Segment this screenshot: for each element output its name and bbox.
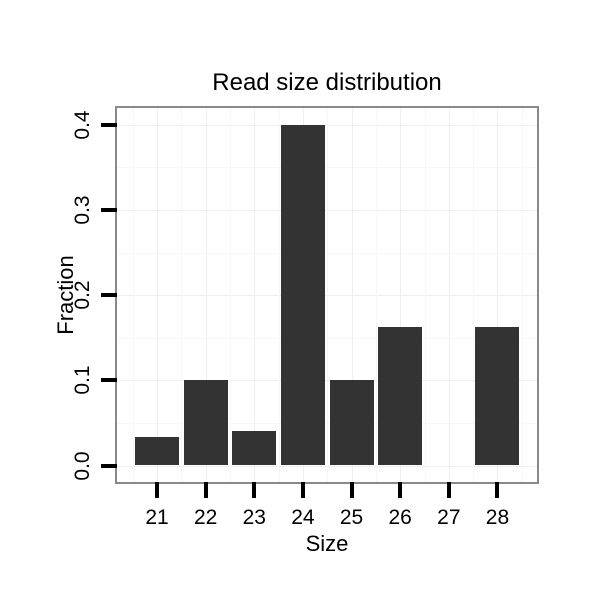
y-axis-tick (101, 463, 117, 468)
x-axis-tick (349, 482, 354, 498)
x-tick-label: 24 (291, 506, 315, 529)
bar (135, 437, 179, 466)
chart-title: Read size distribution (212, 69, 442, 96)
gridline-minor-horizontal (117, 167, 537, 169)
x-axis-tick (252, 482, 257, 498)
x-axis-tick (398, 482, 403, 498)
x-tick-label: 28 (485, 506, 510, 529)
x-axis-tick (155, 482, 159, 498)
bar (232, 431, 277, 466)
bar (378, 326, 423, 466)
x-tick-label: 23 (242, 506, 266, 529)
y-tick-label: 0.4 (71, 110, 94, 140)
gridline-minor-horizontal (117, 422, 537, 424)
gridline-major-vertical (254, 108, 256, 482)
gridline-major-horizontal (117, 295, 537, 297)
x-axis-tick (203, 482, 208, 498)
x-tick-label: 21 (145, 506, 169, 529)
bar (183, 380, 228, 466)
x-tick-label: 27 (437, 506, 461, 529)
y-axis-tick (101, 122, 117, 127)
y-tick-label: 0.0 (71, 450, 94, 481)
x-axis-tick (495, 482, 500, 498)
gridline-major-horizontal (117, 209, 537, 211)
x-tick-label: 25 (339, 506, 364, 529)
gridline-minor-vertical (278, 108, 280, 482)
gridline-minor-vertical (473, 108, 475, 482)
x-axis-tick (446, 482, 451, 498)
gridline-minor-vertical (181, 108, 183, 482)
x-tick-label: 22 (193, 506, 218, 529)
gridline-minor-horizontal (117, 337, 537, 339)
y-tick-label: 0.2 (71, 280, 94, 310)
gridline-major-horizontal (117, 124, 537, 126)
gridline-minor-vertical (521, 108, 523, 482)
gridline-major-vertical (400, 108, 402, 482)
bar (475, 326, 520, 466)
y-axis-tick (101, 207, 117, 212)
bar (329, 380, 374, 466)
gridline-major-horizontal (117, 380, 537, 382)
gridline-major-vertical (448, 108, 450, 482)
gridline-minor-vertical (327, 108, 329, 482)
y-tick-label: 0.1 (71, 365, 94, 395)
gridline-major-vertical (205, 108, 207, 482)
gridline-major-vertical (497, 108, 499, 482)
gridline-major-vertical (157, 108, 158, 482)
x-axis-tick (300, 482, 305, 498)
gridline-minor-vertical (132, 108, 134, 482)
gridline-major-horizontal (117, 465, 537, 467)
y-axis-tick (101, 293, 117, 298)
x-axis-title: Size (305, 531, 349, 556)
gridline-major-vertical (351, 108, 353, 482)
gridline-minor-vertical (375, 108, 377, 482)
bar (280, 124, 325, 466)
gridline-minor-vertical (229, 108, 231, 482)
gridline-minor-vertical (424, 108, 426, 482)
gridline-minor-horizontal (117, 252, 537, 254)
plot-panel (115, 106, 539, 484)
y-axis-tick (101, 378, 117, 383)
y-tick-label: 0.3 (71, 195, 94, 225)
x-tick-label: 26 (388, 506, 412, 529)
